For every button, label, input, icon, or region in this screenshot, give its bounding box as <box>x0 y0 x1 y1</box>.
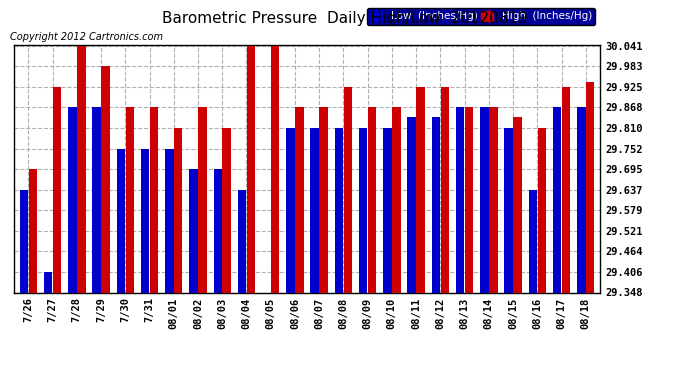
Bar <box>465 107 473 292</box>
Bar <box>222 128 231 292</box>
Bar <box>238 190 246 292</box>
Bar <box>392 107 401 292</box>
Bar <box>68 107 77 292</box>
Bar <box>480 107 489 292</box>
Text: Barometric Pressure  Daily High/Low  20120819: Barometric Pressure Daily High/Low 20120… <box>162 11 528 26</box>
Bar <box>359 128 367 292</box>
Bar <box>247 46 255 292</box>
Bar <box>286 128 295 292</box>
Bar <box>456 107 464 292</box>
Bar <box>335 128 343 292</box>
Bar <box>126 107 134 292</box>
Bar <box>586 82 595 292</box>
Text: Copyright 2012 Cartronics.com: Copyright 2012 Cartronics.com <box>10 32 164 42</box>
Bar <box>504 128 513 292</box>
Bar <box>19 190 28 292</box>
Bar <box>489 107 497 292</box>
Bar <box>344 87 352 292</box>
Bar <box>198 107 207 292</box>
Bar <box>383 128 392 292</box>
Legend: Low  (Inches/Hg), High  (Inches/Hg): Low (Inches/Hg), High (Inches/Hg) <box>367 8 595 25</box>
Bar <box>553 107 561 292</box>
Bar <box>562 87 570 292</box>
Bar <box>28 169 37 292</box>
Bar <box>295 107 304 292</box>
Bar <box>165 148 173 292</box>
Bar <box>150 107 158 292</box>
Bar <box>174 128 182 292</box>
Bar <box>310 128 319 292</box>
Bar <box>513 117 522 292</box>
Bar <box>368 107 376 292</box>
Bar <box>53 87 61 292</box>
Bar <box>141 148 149 292</box>
Bar <box>319 107 328 292</box>
Bar <box>117 148 125 292</box>
Bar <box>44 272 52 292</box>
Bar <box>407 117 416 292</box>
Bar <box>529 190 537 292</box>
Bar <box>77 46 86 292</box>
Bar <box>432 117 440 292</box>
Bar <box>441 87 449 292</box>
Bar <box>538 128 546 292</box>
Bar <box>189 169 198 292</box>
Bar <box>213 169 222 292</box>
Bar <box>271 46 279 292</box>
Bar <box>416 87 425 292</box>
Bar <box>577 107 586 292</box>
Bar <box>101 66 110 292</box>
Bar <box>92 107 101 292</box>
